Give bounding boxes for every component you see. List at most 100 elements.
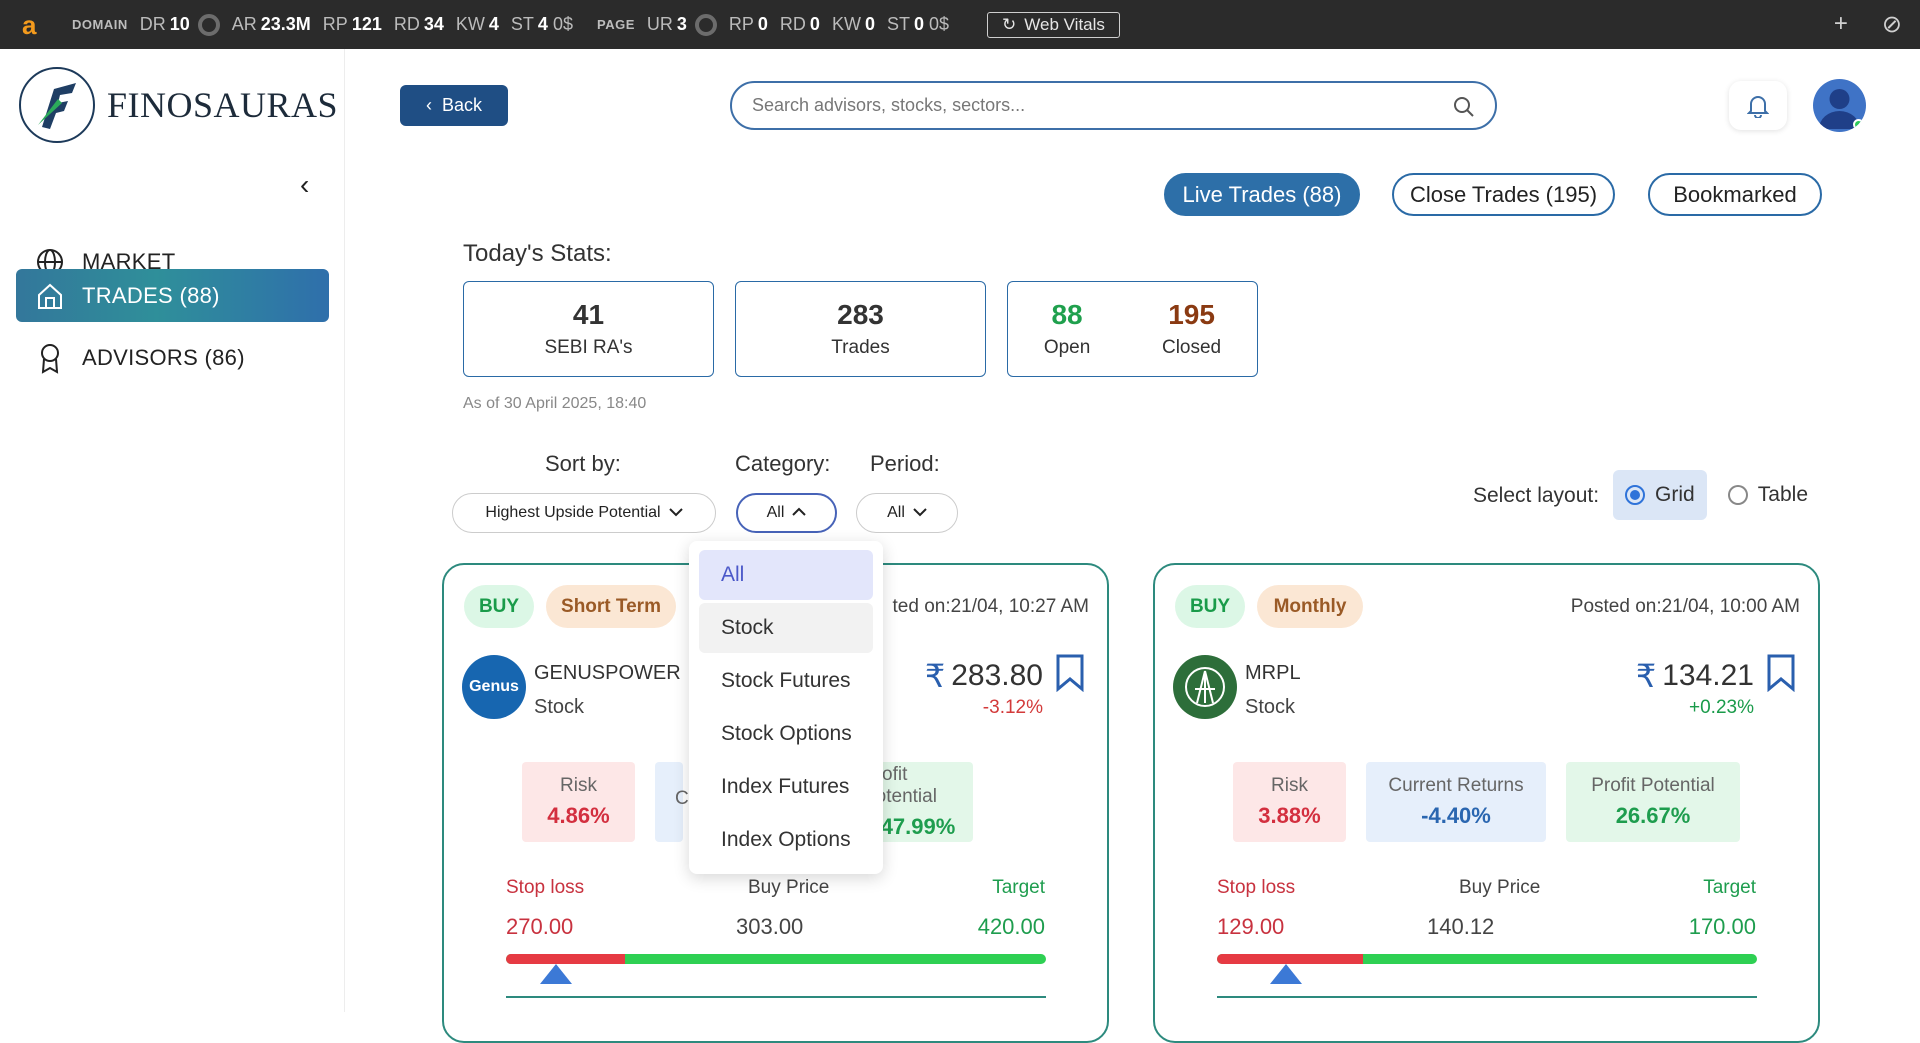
buy-price-value: 140.12 <box>1427 914 1495 939</box>
price-range-bar <box>506 954 1046 964</box>
metric-rd: RD 34 <box>393 14 444 34</box>
search-bar[interactable] <box>730 81 1497 130</box>
sidebar-item-advisors[interactable]: ADVISORS (86) <box>16 331 329 384</box>
stat-card-trades: 283 Trades <box>735 281 986 377</box>
risk-value: 3.88% <box>1258 803 1321 828</box>
ur-ring-icon <box>694 13 717 36</box>
stop-loss-label: Stop loss <box>506 877 585 898</box>
disable-icon[interactable]: ⊘ <box>1881 11 1902 38</box>
web-vitals-button[interactable]: ↻ Web Vitals <box>987 11 1120 38</box>
plus-icon[interactable]: + <box>1833 10 1848 37</box>
trades-label: Trades <box>831 337 890 358</box>
current-price: ₹ 283.80 <box>925 657 1043 695</box>
returns-label: Current Returns <box>1388 775 1524 796</box>
metric-dr: DR 10 <box>139 14 190 34</box>
brand-logo[interactable]: FINOSAURAS <box>19 67 338 143</box>
extension-logo-icon[interactable]: a <box>22 9 37 40</box>
award-icon <box>34 342 66 374</box>
card-divider <box>506 996 1046 998</box>
current-price-marker-icon <box>540 964 573 984</box>
buy-price-label: Buy Price <box>748 877 830 898</box>
open-count: 88 <box>1051 299 1083 330</box>
metric-ur: UR 3 <box>646 14 687 34</box>
metric-kw: KW 4 <box>455 14 499 34</box>
target-value: 420.00 <box>977 914 1045 939</box>
search-icon[interactable] <box>1453 96 1475 123</box>
notification-bell-icon[interactable] <box>1729 81 1787 130</box>
trades-count: 283 <box>837 299 884 330</box>
side-badge: BUY <box>464 585 534 628</box>
stats-title: Today's Stats: <box>463 240 612 267</box>
category-option-index-options[interactable]: Index Options <box>721 828 851 851</box>
category-option-all[interactable]: All <box>699 550 873 600</box>
risk-label: Risk <box>560 775 597 796</box>
posted-date: ted on:21/04, 10:27 AM <box>892 596 1090 617</box>
risk-value: 4.86% <box>547 803 610 828</box>
brand-name: FINOSAURAS <box>107 85 339 125</box>
returns-metric: Current Returns -4.40% <box>1366 762 1546 842</box>
stop-loss-value: 129.00 <box>1217 914 1285 939</box>
chevron-up-icon <box>792 504 807 522</box>
instrument-type: Stock <box>534 696 585 718</box>
category-value: All <box>766 504 785 521</box>
search-input[interactable] <box>752 95 1432 116</box>
period-dropdown[interactable]: All <box>856 493 958 533</box>
online-status-dot <box>1853 119 1864 130</box>
grid-radio[interactable] <box>1625 485 1645 505</box>
table-label: Table <box>1757 483 1808 506</box>
stop-loss-zone <box>1217 954 1363 964</box>
price-change: -3.12% <box>982 697 1043 718</box>
category-label: Category: <box>735 451 831 476</box>
category-option-stock-options[interactable]: Stock Options <box>721 722 852 745</box>
buy-price-label: Buy Price <box>1459 877 1541 898</box>
tab-live-trades[interactable]: Live Trades (88) <box>1164 173 1360 216</box>
layout-grid-option[interactable]: Grid <box>1613 470 1707 520</box>
risk-label: Risk <box>1271 775 1308 796</box>
returns-value: -4.40% <box>1421 803 1491 828</box>
layout-table-option[interactable]: Table <box>1716 470 1820 520</box>
tab-close-trades[interactable]: Close Trades (195) <box>1392 173 1615 216</box>
period-label: Period: <box>870 451 940 476</box>
price-change: +0.23% <box>1689 697 1754 718</box>
rupee-icon: ₹ <box>924 658 946 694</box>
collapse-sidebar-icon[interactable]: ‹ <box>300 169 310 200</box>
category-dropdown[interactable]: All <box>736 493 837 533</box>
company-logo: Genus <box>462 655 526 719</box>
current-price: ₹ 134.21 <box>1636 657 1754 695</box>
sidebar-item-label: TRADES (88) <box>82 282 220 308</box>
stop-loss-label: Stop loss <box>1217 877 1296 898</box>
home-icon <box>34 280 66 312</box>
back-button[interactable]: ‹ Back <box>400 85 508 126</box>
sort-dropdown[interactable]: Highest Upside Potential <box>452 493 716 533</box>
metric-page-rp: RP 0 <box>728 14 768 34</box>
price-value: 134.21 <box>1662 659 1754 692</box>
current-price-marker-icon <box>1269 964 1302 984</box>
category-option-stock-futures[interactable]: Stock Futures <box>721 669 851 692</box>
category-option-index-futures[interactable]: Index Futures <box>721 775 850 798</box>
open-label: Open <box>1043 337 1091 358</box>
user-avatar[interactable] <box>1813 79 1866 132</box>
chevron-down-icon <box>913 504 927 522</box>
posted-date: Posted on:21/04, 10:00 AM <box>1570 596 1800 617</box>
metric-page-st: ST 0 0$ <box>886 14 950 34</box>
sebi-count: 41 <box>572 299 605 330</box>
target-label: Target <box>992 877 1045 898</box>
metric-rp: RP 121 <box>322 14 382 34</box>
category-option-stock[interactable]: Stock <box>699 603 873 653</box>
sort-label: Sort by: <box>545 451 621 476</box>
buy-price-value: 303.00 <box>736 914 804 939</box>
domain-metrics: DR 10 AR 23.3M RP 121 RD 34 KW 4 ST 4 0$ <box>139 13 585 36</box>
company-name: MRPL <box>1245 662 1301 684</box>
rupee-icon: ₹ <box>1635 658 1657 694</box>
chevron-down-icon <box>668 504 683 522</box>
tab-bookmarked[interactable]: Bookmarked <box>1648 173 1822 216</box>
bookmark-icon[interactable] <box>1055 654 1085 697</box>
grid-label: Grid <box>1655 483 1695 506</box>
price-range-bar <box>1217 954 1757 964</box>
trade-card[interactable]: BUY Monthly Posted on:21/04, 10:00 AM MR… <box>1153 563 1820 1043</box>
sidebar-item-trades[interactable]: TRADES (88) <box>16 269 329 322</box>
table-radio[interactable] <box>1728 485 1748 505</box>
stat-card-sebi: 41 SEBI RA's <box>463 281 714 377</box>
bookmark-icon[interactable] <box>1766 654 1796 697</box>
closed-count: 195 <box>1168 299 1215 330</box>
